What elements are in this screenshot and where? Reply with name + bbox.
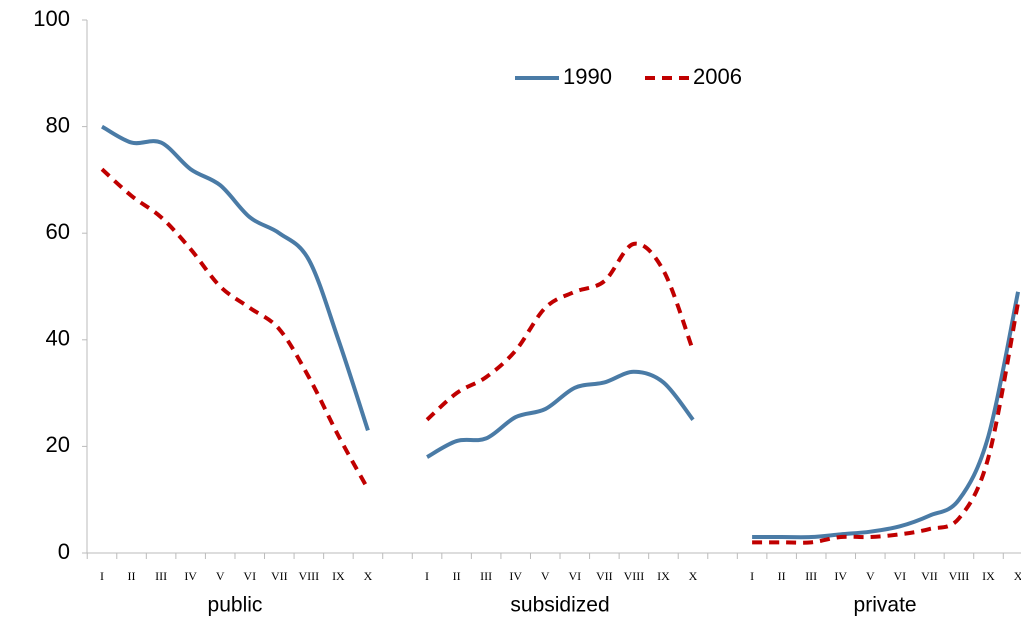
x-tick-label: IX xyxy=(982,569,995,583)
y-tick-label: 40 xyxy=(46,326,70,351)
x-tick-label: III xyxy=(805,569,817,583)
legend-label: 2006 xyxy=(693,64,742,89)
x-tick-label: X xyxy=(689,569,698,583)
x-tick-label: I xyxy=(425,569,429,583)
group-label: subsidized xyxy=(510,594,609,617)
group-label: public xyxy=(208,594,263,617)
x-tick-label: III xyxy=(480,569,492,583)
x-tick-label: IX xyxy=(332,569,345,583)
x-tick-label: VIII xyxy=(624,569,645,583)
x-tick-label: I xyxy=(750,569,754,583)
y-tick-label: 0 xyxy=(58,539,70,564)
legend-label: 1990 xyxy=(563,64,612,89)
x-tick-label: V xyxy=(866,569,875,583)
x-tick-label: II xyxy=(453,569,461,583)
x-tick-label: VII xyxy=(271,569,288,583)
x-tick-label: V xyxy=(541,569,550,583)
x-tick-label: V xyxy=(216,569,225,583)
x-tick-label: IV xyxy=(834,569,847,583)
x-tick-label: X xyxy=(1014,569,1021,583)
x-tick-label: IX xyxy=(657,569,670,583)
x-tick-label: VI xyxy=(894,569,907,583)
y-tick-label: 60 xyxy=(46,219,70,244)
x-tick-label: VI xyxy=(243,569,256,583)
x-tick-label: VIII xyxy=(949,569,970,583)
x-tick-label: IV xyxy=(184,569,197,583)
x-tick-label: VII xyxy=(596,569,613,583)
group-label: private xyxy=(854,594,917,617)
x-tick-label: VI xyxy=(568,569,581,583)
x-tick-label: IV xyxy=(509,569,522,583)
x-tick-label: II xyxy=(778,569,786,583)
series-line xyxy=(100,167,1021,545)
x-tick-label: VIII xyxy=(299,569,320,583)
x-tick-label: III xyxy=(155,569,167,583)
y-tick-label: 20 xyxy=(46,432,70,457)
y-tick-label: 80 xyxy=(46,112,70,137)
x-tick-label: X xyxy=(364,569,373,583)
series-line xyxy=(100,124,1021,540)
x-tick-label: II xyxy=(128,569,136,583)
y-tick-label: 100 xyxy=(33,6,70,31)
x-tick-label: VII xyxy=(921,569,938,583)
x-tick-label: I xyxy=(100,569,104,583)
